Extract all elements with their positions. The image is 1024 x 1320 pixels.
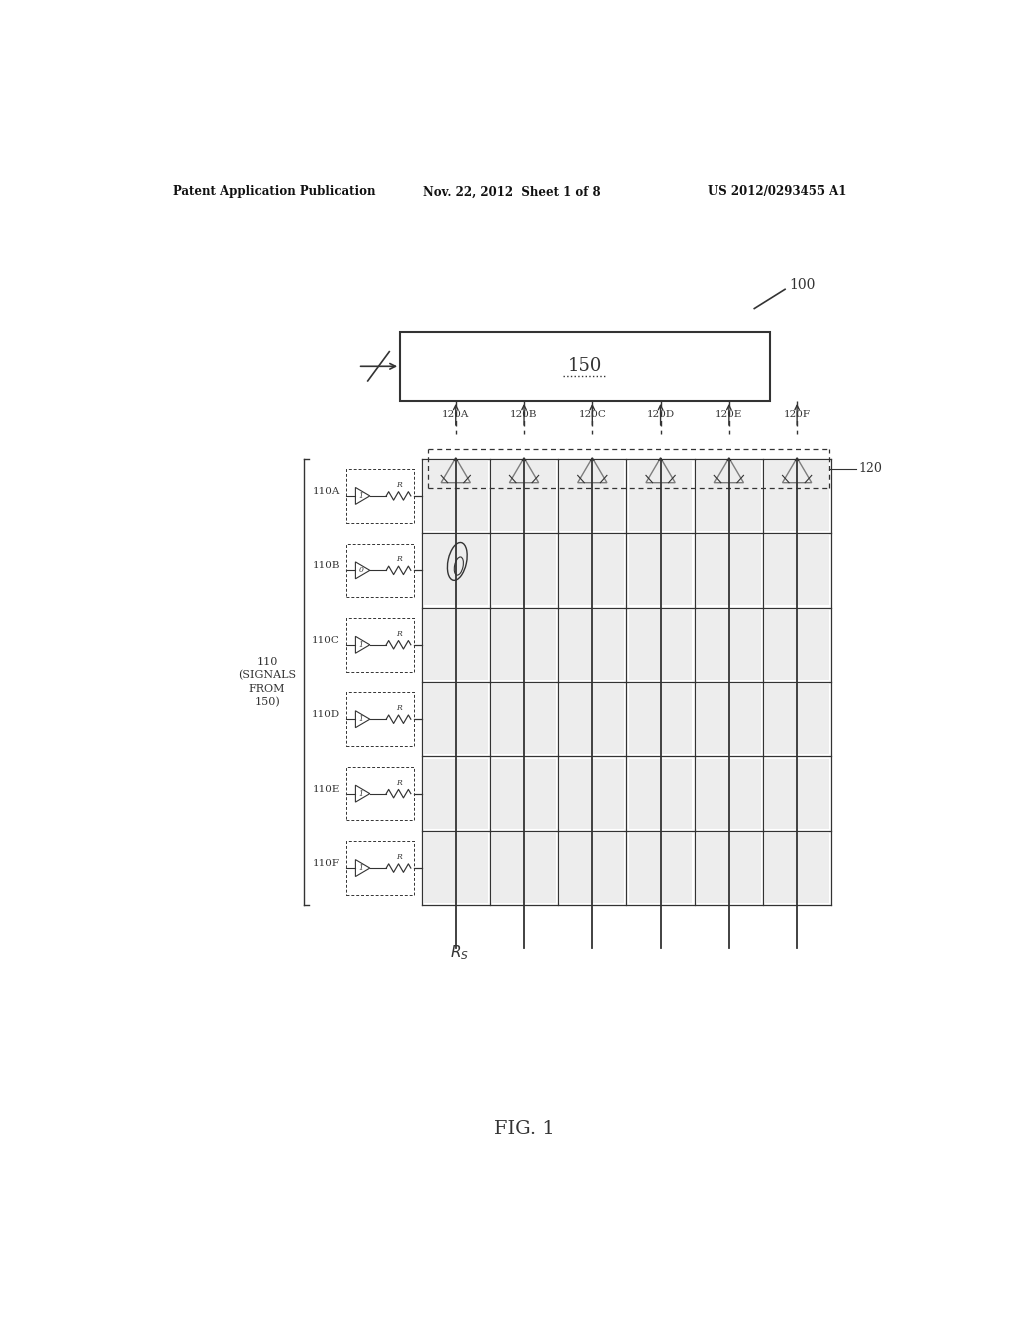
Bar bbox=[424, 684, 487, 754]
Bar bbox=[424, 461, 487, 531]
Bar bbox=[629, 610, 692, 680]
Text: 110A: 110A bbox=[312, 487, 340, 496]
Text: R: R bbox=[395, 480, 401, 488]
Text: R: R bbox=[395, 630, 401, 638]
Text: 150: 150 bbox=[567, 358, 602, 375]
Bar bbox=[560, 536, 625, 606]
Text: R: R bbox=[395, 779, 401, 787]
Text: R: R bbox=[395, 705, 401, 713]
Bar bbox=[400, 331, 770, 401]
Bar bbox=[697, 461, 761, 531]
Text: FIG. 1: FIG. 1 bbox=[495, 1119, 555, 1138]
Bar bbox=[493, 610, 556, 680]
Text: 110B: 110B bbox=[312, 561, 340, 570]
Text: 120A: 120A bbox=[442, 409, 469, 418]
Text: 1: 1 bbox=[358, 865, 364, 873]
Text: $R_S$: $R_S$ bbox=[451, 944, 469, 962]
Text: 120: 120 bbox=[858, 462, 882, 475]
Text: 120D: 120D bbox=[646, 409, 675, 418]
Bar bbox=[560, 833, 625, 903]
Text: 120C: 120C bbox=[579, 409, 606, 418]
Text: 120B: 120B bbox=[510, 409, 538, 418]
Bar bbox=[765, 833, 829, 903]
Text: 110
(SIGNALS
FROM
150): 110 (SIGNALS FROM 150) bbox=[238, 657, 296, 708]
Text: 110D: 110D bbox=[312, 710, 340, 719]
Bar bbox=[493, 759, 556, 829]
Bar bbox=[629, 684, 692, 754]
Bar bbox=[424, 833, 487, 903]
Bar bbox=[765, 536, 829, 606]
Bar bbox=[629, 759, 692, 829]
Text: 110C: 110C bbox=[312, 636, 340, 644]
Text: Patent Application Publication: Patent Application Publication bbox=[173, 185, 376, 198]
Text: 1: 1 bbox=[358, 492, 364, 500]
Text: 120E: 120E bbox=[715, 409, 742, 418]
Bar bbox=[493, 833, 556, 903]
Bar bbox=[560, 759, 625, 829]
Bar bbox=[629, 536, 692, 606]
Bar bbox=[697, 759, 761, 829]
Bar bbox=[493, 536, 556, 606]
Text: 1: 1 bbox=[358, 640, 364, 649]
Text: 120F: 120F bbox=[783, 409, 811, 418]
Text: R: R bbox=[395, 556, 401, 564]
Text: 110E: 110E bbox=[312, 784, 340, 793]
Bar bbox=[424, 610, 487, 680]
Text: 1: 1 bbox=[358, 715, 364, 723]
Bar bbox=[765, 759, 829, 829]
Bar bbox=[697, 684, 761, 754]
Bar bbox=[560, 461, 625, 531]
Bar bbox=[697, 833, 761, 903]
Bar bbox=[629, 461, 692, 531]
Text: 110F: 110F bbox=[313, 859, 340, 869]
Text: 0: 0 bbox=[358, 566, 364, 574]
Text: Nov. 22, 2012  Sheet 1 of 8: Nov. 22, 2012 Sheet 1 of 8 bbox=[423, 185, 601, 198]
Bar bbox=[493, 461, 556, 531]
Bar bbox=[424, 759, 487, 829]
Bar bbox=[697, 536, 761, 606]
Bar bbox=[560, 610, 625, 680]
Bar bbox=[765, 610, 829, 680]
Bar bbox=[765, 461, 829, 531]
Text: R: R bbox=[395, 853, 401, 861]
Text: 1: 1 bbox=[358, 789, 364, 797]
Bar bbox=[697, 610, 761, 680]
Bar bbox=[560, 684, 625, 754]
Bar bbox=[493, 684, 556, 754]
Bar bbox=[765, 684, 829, 754]
Bar bbox=[629, 833, 692, 903]
Text: US 2012/0293455 A1: US 2012/0293455 A1 bbox=[708, 185, 847, 198]
Bar bbox=[424, 536, 487, 606]
Text: 100: 100 bbox=[788, 279, 815, 293]
